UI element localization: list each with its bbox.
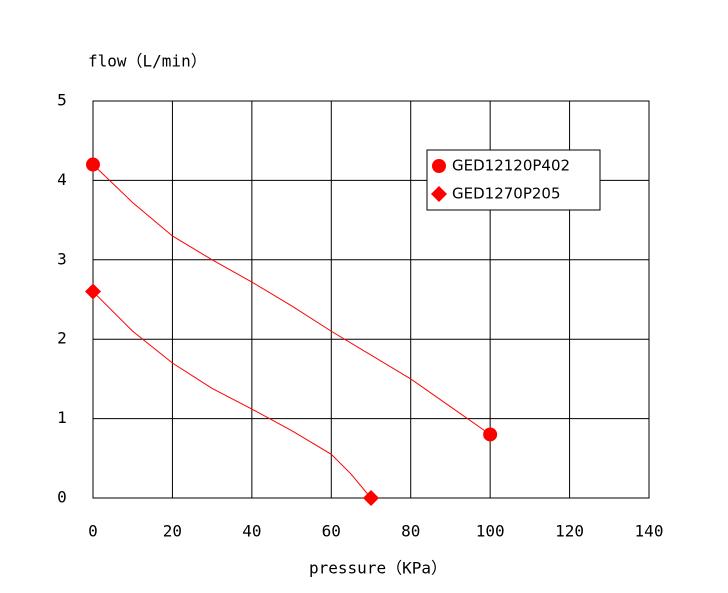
data-point [363,490,379,506]
data-point [483,427,498,442]
x-tick-label: 60 [322,522,341,541]
series-line [92,164,491,435]
y-tick-label: 3 [57,249,67,268]
y-tick-label: 5 [57,91,67,110]
x-tick-label: 140 [635,522,664,541]
legend-marker [432,159,446,173]
y-tick-label: 4 [57,170,67,189]
x-tick-label: 100 [476,522,505,541]
data-point [85,283,101,300]
legend-marker [431,186,447,202]
y-tick-label: 1 [57,408,67,427]
y-axis-label: flow（L/min） [88,52,207,71]
legend-box [426,149,601,211]
x-tick-label: 20 [163,522,182,541]
series-line [92,291,372,499]
x-axis-label: pressure（KPa） [309,559,447,578]
legend-label: GED1270P205 [452,185,561,203]
x-tick-label: 120 [555,522,584,541]
data-point [86,157,100,172]
x-tick-label: 0 [88,522,98,541]
y-tick-label: 0 [57,488,67,507]
legend-label: GED12120P402 [452,157,570,175]
x-tick-label: 80 [401,522,420,541]
y-tick-label: 2 [57,329,67,348]
x-tick-label: 40 [242,522,261,541]
